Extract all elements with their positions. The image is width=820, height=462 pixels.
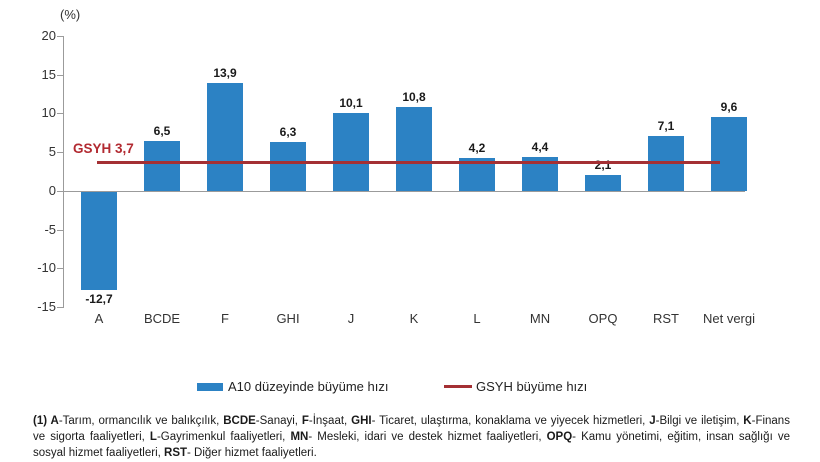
y-axis-unit-label: (%) bbox=[60, 7, 81, 22]
gsyh-line-label: GSYH 3,7 bbox=[73, 141, 134, 157]
bar-value-label: 13,9 bbox=[213, 66, 237, 81]
y-axis-tick bbox=[57, 229, 63, 231]
y-axis-tick bbox=[57, 152, 63, 154]
bar-j bbox=[333, 112, 369, 191]
x-axis-zero-line bbox=[63, 190, 745, 192]
x-axis-label: MN bbox=[529, 311, 551, 326]
footnote: (1) A-Tarım, ormancılık ve balıkçılık, B… bbox=[33, 415, 791, 459]
bar-series-swatch-icon bbox=[197, 382, 223, 391]
y-axis-tick bbox=[57, 190, 63, 192]
bar-value-label: 4,2 bbox=[468, 141, 486, 156]
bar-net-vergi bbox=[711, 116, 747, 191]
bar-value-label: 6,5 bbox=[153, 123, 171, 138]
x-axis-label: RST bbox=[653, 311, 679, 326]
x-axis-label: K bbox=[409, 311, 419, 326]
bar-value-label: 10,8 bbox=[402, 90, 426, 105]
legend-label-bars: A10 düzeyinde büyüme hızı bbox=[228, 379, 389, 394]
bar-value-label: 6,3 bbox=[279, 125, 297, 140]
y-axis-tick bbox=[57, 307, 63, 308]
bar-bcde bbox=[144, 140, 180, 191]
x-axis-label: J bbox=[347, 311, 355, 326]
bar-a bbox=[81, 191, 117, 291]
bar-value-label: 4,4 bbox=[531, 139, 549, 154]
bar-value-label: 10,1 bbox=[339, 95, 363, 110]
x-axis-label: OPQ bbox=[588, 311, 618, 326]
y-axis-tick bbox=[57, 113, 63, 115]
x-axis-label: F bbox=[221, 311, 229, 326]
y-axis-tick-label: -5 bbox=[44, 221, 56, 237]
x-axis-label: A bbox=[94, 311, 104, 326]
y-axis-tick-label: 5 bbox=[48, 144, 56, 160]
y-axis-tick-label: -15 bbox=[37, 299, 56, 314]
legend-label-line: GSYH büyüme hızı bbox=[476, 379, 588, 394]
x-axis-label: Net vergi bbox=[702, 311, 756, 326]
y-axis-tick-label: 0 bbox=[48, 182, 56, 198]
legend-item-line: GSYH büyüme hızı bbox=[444, 379, 587, 394]
y-axis-tick-label: 10 bbox=[41, 105, 56, 121]
x-axis-label: BCDE bbox=[143, 311, 181, 326]
y-axis-tick bbox=[57, 74, 63, 76]
bar-value-label: 9,6 bbox=[720, 99, 738, 114]
bar-k bbox=[396, 107, 432, 191]
y-axis-tick bbox=[57, 268, 63, 270]
bar-value-label: 7,1 bbox=[657, 118, 675, 133]
x-axis-label: GHI bbox=[276, 311, 300, 326]
bar-opq bbox=[585, 174, 621, 191]
y-axis-tick-label: -10 bbox=[37, 260, 56, 276]
bar-value-label: -12,7 bbox=[85, 292, 113, 307]
gsyh-reference-line bbox=[97, 160, 720, 164]
y-axis-tick-label: 15 bbox=[41, 66, 56, 82]
bar-l bbox=[459, 158, 495, 191]
line-series-swatch-icon bbox=[444, 385, 472, 389]
y-axis-line bbox=[63, 36, 64, 308]
x-axis-label: L bbox=[473, 311, 481, 326]
y-axis-tick-label: 20 bbox=[41, 28, 56, 43]
legend-item-bars: A10 düzeyinde büyüme hızı bbox=[197, 379, 388, 394]
bar-ghi bbox=[270, 142, 306, 191]
bar-f bbox=[207, 83, 243, 191]
bar-value-label: 2,1 bbox=[594, 157, 612, 172]
y-axis-tick bbox=[57, 36, 63, 37]
